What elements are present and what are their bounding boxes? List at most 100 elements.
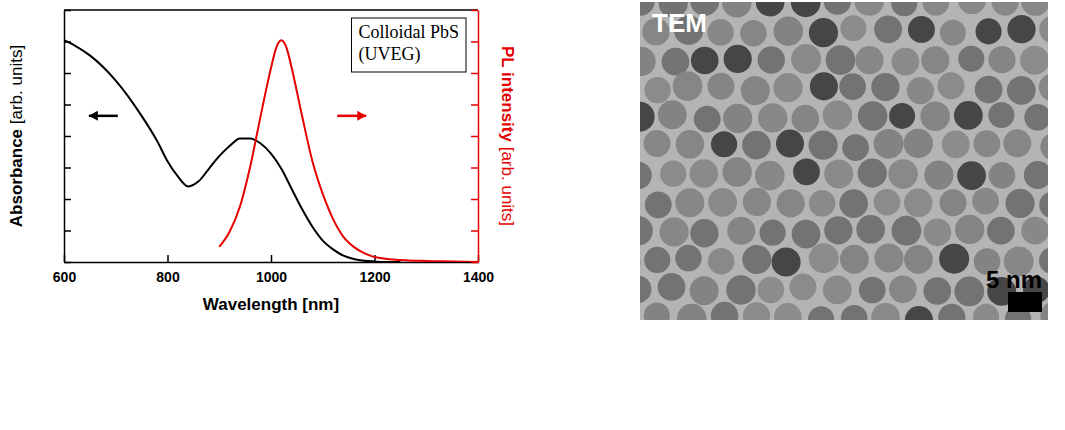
particle — [992, 2, 1019, 16]
particle — [741, 76, 770, 105]
particle — [923, 218, 951, 246]
particle — [691, 47, 719, 75]
tick-label: 1000 — [256, 269, 287, 285]
particle — [874, 15, 902, 43]
tem-image: TEM5 nm — [590, 0, 1065, 362]
particle — [644, 302, 670, 320]
particle — [904, 245, 933, 274]
particle — [640, 162, 652, 190]
particle — [722, 2, 751, 18]
particle — [889, 103, 915, 129]
particle — [673, 71, 703, 101]
tick-mark — [64, 73, 71, 75]
particle — [758, 277, 784, 303]
particle — [640, 275, 651, 303]
particle — [809, 18, 838, 47]
particle — [1007, 15, 1035, 43]
particle — [854, 2, 884, 16]
tick-label: 800 — [156, 269, 180, 285]
particle — [791, 2, 821, 17]
particle — [938, 304, 965, 320]
particle — [690, 219, 718, 247]
particle — [791, 105, 819, 133]
particle — [742, 131, 771, 160]
particle — [939, 189, 966, 216]
particle — [676, 130, 705, 159]
particle — [675, 188, 704, 217]
tick-mark — [64, 199, 71, 201]
tick-mark — [64, 262, 71, 264]
particle — [791, 44, 821, 74]
particle — [809, 190, 835, 216]
particle — [973, 304, 999, 320]
particle — [891, 48, 919, 76]
particle — [722, 157, 751, 186]
tick: 800 — [156, 255, 180, 285]
tick-mark — [64, 230, 71, 232]
particle — [958, 2, 987, 14]
tick — [64, 105, 71, 106]
particle — [675, 245, 701, 271]
tick — [64, 168, 71, 169]
tem-background — [640, 2, 1048, 320]
particle — [939, 244, 969, 274]
particle — [987, 217, 1015, 245]
particle — [972, 188, 999, 215]
particle — [988, 46, 1015, 73]
particle — [942, 130, 970, 158]
tick-mark — [64, 136, 71, 138]
particle — [723, 104, 752, 133]
particle — [694, 106, 721, 133]
tick-label: 1400 — [463, 269, 494, 285]
tick — [64, 73, 71, 74]
tick — [471, 168, 478, 169]
particle — [644, 77, 670, 103]
particle — [743, 188, 771, 216]
frame-top — [64, 9, 478, 11]
particle — [1039, 192, 1048, 218]
particle — [759, 220, 785, 246]
particle — [1003, 129, 1031, 157]
particle — [891, 2, 917, 16]
tick — [471, 73, 478, 74]
particle — [823, 100, 853, 130]
particle — [708, 188, 737, 217]
particle — [840, 245, 869, 274]
particle — [1024, 104, 1048, 131]
particle — [958, 46, 984, 72]
particle — [955, 215, 984, 244]
particle — [810, 72, 838, 100]
particle — [855, 46, 883, 74]
tick-label: 600 — [53, 269, 77, 285]
particle — [660, 217, 689, 246]
particle — [645, 191, 672, 218]
particle — [1021, 217, 1048, 245]
particle — [823, 275, 852, 304]
particle — [640, 47, 656, 76]
tick — [471, 136, 478, 137]
tick-mark — [471, 230, 478, 232]
particle — [772, 247, 801, 276]
scale-bar — [1008, 292, 1042, 312]
particle — [774, 16, 804, 46]
particle — [892, 216, 922, 246]
tick-mark — [64, 104, 71, 106]
particle — [824, 216, 852, 244]
particle — [907, 77, 934, 104]
particle — [690, 276, 719, 305]
particle — [874, 243, 903, 272]
particle — [724, 45, 752, 73]
particle — [856, 215, 885, 244]
particle — [921, 46, 949, 74]
particle — [1021, 2, 1048, 16]
plot-area — [64, 40, 478, 262]
particle — [758, 103, 787, 132]
particle — [711, 302, 738, 320]
figure: 600800100012001400Colloidal PbS(UVEG)Wav… — [0, 0, 1065, 430]
tick: 1000 — [256, 255, 287, 285]
tick-mark — [471, 41, 478, 43]
tick — [471, 199, 478, 200]
particle — [874, 129, 904, 159]
particle — [790, 273, 817, 300]
particle — [690, 159, 719, 188]
